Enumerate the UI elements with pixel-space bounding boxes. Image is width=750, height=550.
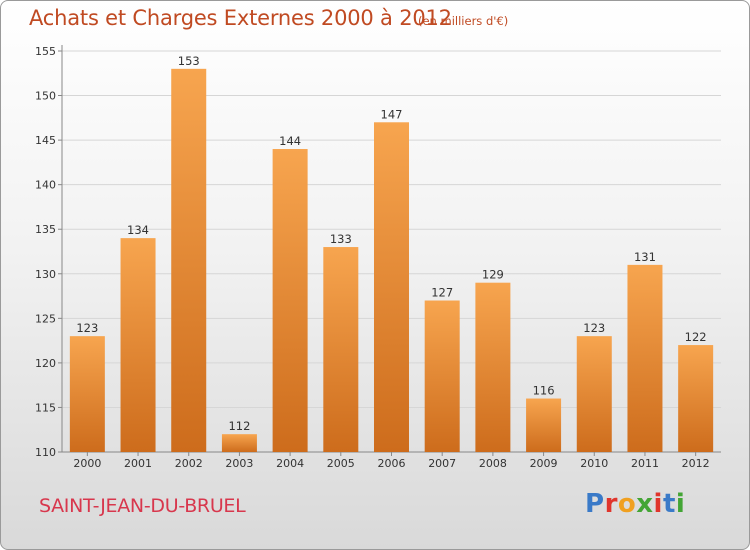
bars [69,68,714,453]
bar-value-label: 153 [178,54,200,68]
bar [374,122,409,453]
bar-value-label: 144 [279,134,301,148]
x-tick-label: 2000 [73,457,101,470]
x-tick-label: 2004 [276,457,304,470]
bar-value-label: 131 [634,250,656,264]
y-tick-label: 150 [35,90,56,103]
logo-letter: r [604,489,618,519]
y-tick-label: 125 [35,312,56,325]
x-tick-label: 2003 [225,457,253,470]
bar-value-label: 122 [685,330,707,344]
bar [272,149,308,452]
bar [576,336,612,452]
logo-letter: t [662,489,676,519]
x-tick-label: 2002 [175,457,203,470]
tick-labels: 110 115 120 125 130 135 140 145 150 155 2000 2001 20… [35,45,710,470]
bar [526,398,562,452]
y-tick-label: 120 [35,357,56,370]
bar-value-label: 147 [381,107,403,121]
proxiti-logo[interactable]: Proxiti [585,489,685,519]
bar-value-label: 134 [127,223,149,237]
bar [678,345,714,452]
bar [424,300,460,452]
x-tick-label: 2012 [682,457,710,470]
x-tick-label: 2007 [428,457,456,470]
chart-subtitle: (en milliers d'€) [418,14,509,28]
x-tick-label: 2005 [327,457,355,470]
x-tick-label: 2008 [479,457,507,470]
commune-name: SAINT-JEAN-DU-BRUEL [39,495,246,517]
bar-value-label: 112 [228,419,250,433]
x-tick-label: 2011 [631,457,659,470]
bar [323,247,359,452]
bar [221,434,257,452]
bar-value-label: 129 [482,268,504,282]
bar-value-label: 123 [76,321,98,335]
y-tick-label: 140 [35,179,56,192]
x-tick-label: 2010 [580,457,608,470]
bar-value-label: 116 [533,384,555,398]
bar [69,336,105,452]
y-tick-label: 115 [35,401,56,414]
logo-letter: P [585,489,605,519]
bar [627,264,663,452]
y-tick-label: 145 [35,134,56,147]
data-labels: 123 134 153 112 144 133 147 127 129 116 123 131 122 [76,54,706,433]
y-tick-label: 155 [35,45,56,58]
y-tick-label: 110 [35,446,56,459]
logo-letter: o [617,489,637,519]
bar-value-label: 127 [431,286,453,300]
bar-value-label: 133 [330,232,352,246]
bar [171,68,207,453]
bar [120,238,156,452]
chart-title: Achats et Charges Externes 2000 à 2012 [29,6,452,30]
x-tick-label: 2001 [124,457,152,470]
logo-letter: i [675,489,686,519]
y-tick-label: 130 [35,268,56,281]
bar [475,282,511,452]
bar-value-label: 123 [583,321,605,335]
y-tick-label: 135 [35,223,56,236]
logo-letter: i [653,489,663,519]
x-tick-label: 2009 [530,457,558,470]
logo-letter: x [636,489,654,519]
x-tick-label: 2006 [378,457,406,470]
